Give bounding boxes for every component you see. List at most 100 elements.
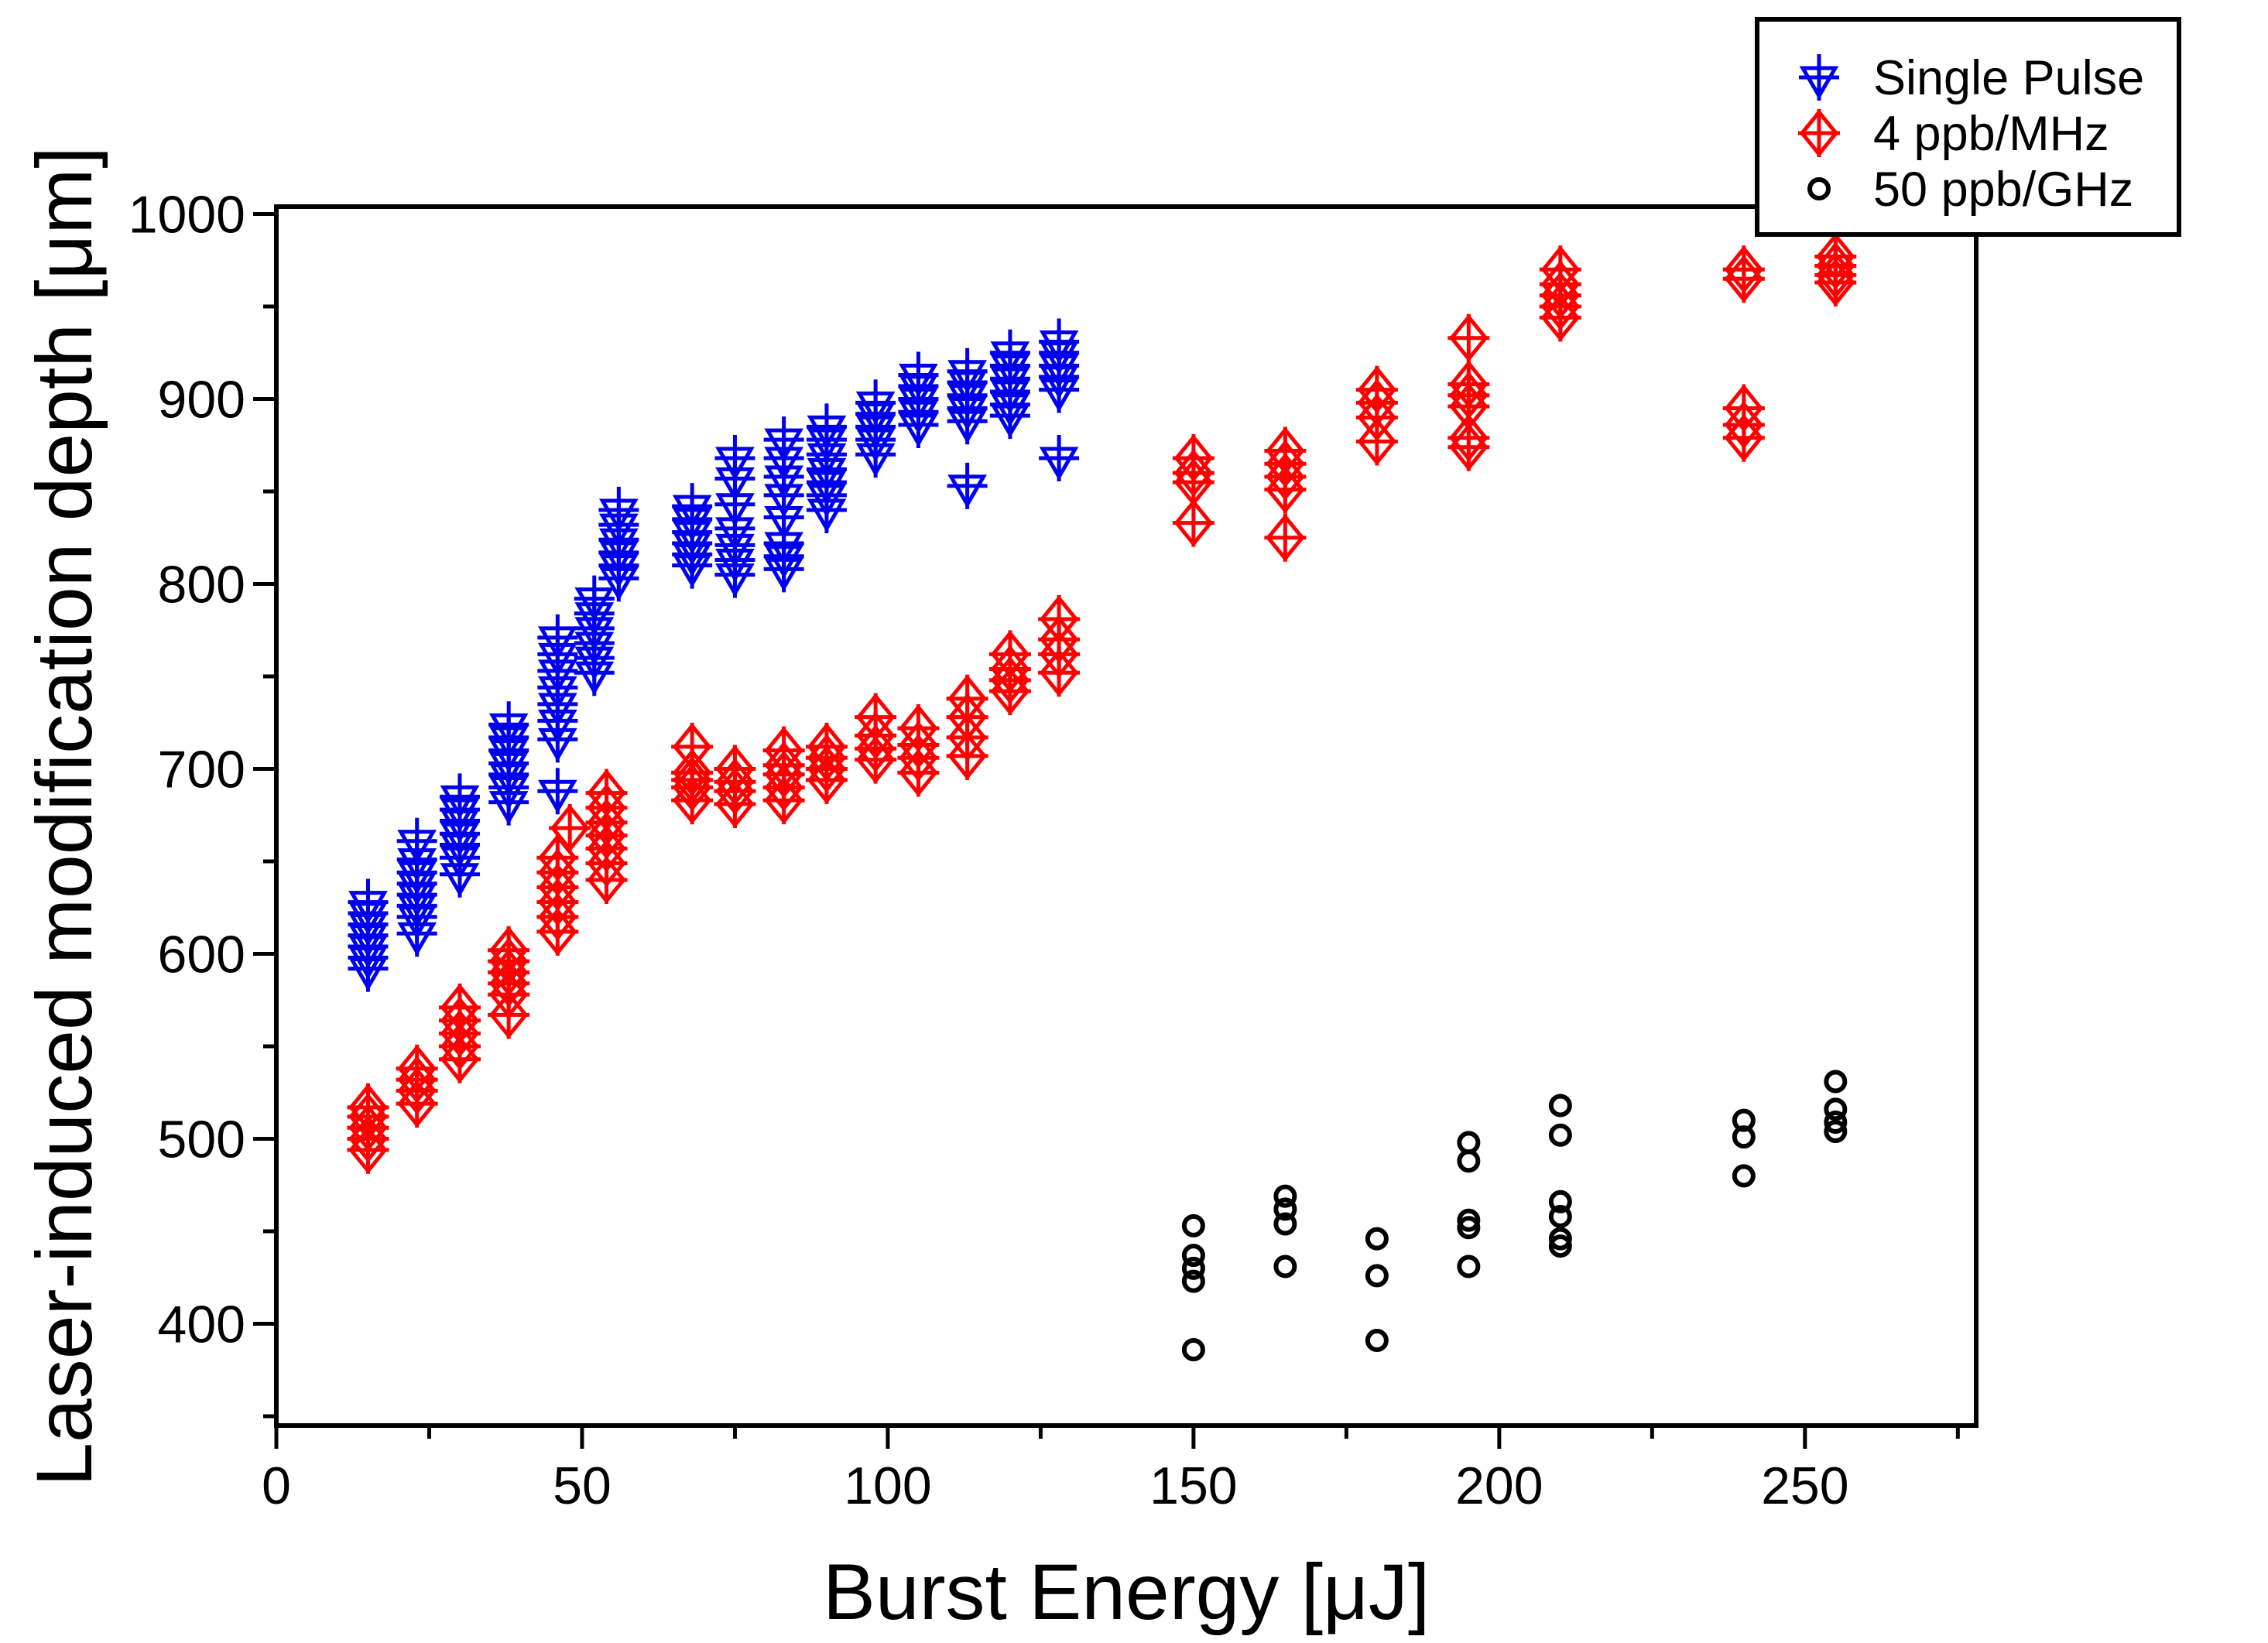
data-point-diamond-plus (396, 1044, 438, 1093)
data-point-circle (1824, 1119, 1848, 1143)
data-point-diamond-plus (1172, 498, 1215, 547)
y-tick-label: 900 (158, 371, 245, 430)
data-point-diamond-plus (988, 630, 1031, 679)
series-single-pulse (348, 318, 1080, 992)
x-tick-label: 150 (1149, 1456, 1237, 1515)
data-point-diamond-plus (549, 804, 591, 853)
data-point-circle (1548, 1204, 1572, 1228)
data-point-triangle-down-plus (348, 878, 389, 926)
data-point-circle (1181, 1213, 1205, 1237)
series-4-ppb-mhz (347, 232, 1857, 1174)
x-tick-label: 0 (262, 1456, 291, 1515)
data-point-triangle-down-plus (672, 483, 713, 530)
data-point-triangle-down-plus (439, 773, 480, 820)
data-point-circle (1273, 1212, 1297, 1236)
data-point-circle (1732, 1164, 1756, 1188)
x-tick-label: 100 (844, 1456, 931, 1515)
data-point-triangle-down-plus (714, 435, 755, 482)
data-point-circle (1365, 1227, 1389, 1251)
data-point-diamond-plus (1814, 232, 1857, 281)
data-point-triangle-down-plus (898, 351, 939, 399)
data-point-diamond-plus (1722, 384, 1765, 433)
y-tick-label: 600 (158, 926, 245, 984)
data-point-triangle-down-plus (396, 817, 437, 864)
data-point-circle (1548, 1094, 1572, 1118)
y-axis-title: Laser-induced modification depth [μm] (20, 146, 108, 1486)
data-point-diamond-plus (1038, 594, 1081, 643)
data-point-triangle-down-plus (947, 462, 988, 509)
data-point-diamond-plus (1355, 365, 1398, 414)
data-point-diamond-plus (1447, 360, 1490, 409)
data-point-diamond-plus (897, 703, 940, 752)
data-point-circle (1824, 1097, 1848, 1121)
legend-item-single-pulse: Single Pulse (1799, 51, 2144, 105)
x-tick-label: 200 (1455, 1456, 1543, 1515)
data-point-diamond-plus (1172, 434, 1215, 483)
legend-item-50-ppb-ghz: 50 ppb/GHz (1807, 163, 2133, 217)
series-50-ppb-ghz (1181, 1070, 1848, 1362)
data-point-diamond-plus (1539, 245, 1581, 294)
data-point-triangle-down-plus (806, 403, 847, 450)
data-point-diamond-plus (1722, 245, 1765, 294)
data-point-circle (1457, 1208, 1481, 1232)
data-point-triangle-down-plus (537, 768, 578, 815)
legend-label: 50 ppb/GHz (1873, 163, 2133, 217)
data-point-triangle-down-plus (537, 614, 578, 661)
data-point-diamond-plus (438, 983, 481, 1032)
data-point-triangle-down-plus (763, 416, 804, 464)
y-tick-label: 800 (158, 556, 245, 614)
data-point-triangle-down-plus (989, 329, 1030, 376)
data-point-circle (1181, 1256, 1205, 1280)
data-point-circle (1457, 1131, 1481, 1155)
y-tick-label: 700 (158, 741, 245, 799)
data-point-triangle-down-plus (574, 575, 615, 622)
data-point-circle (1732, 1108, 1756, 1132)
data-point-triangle-down-plus (1039, 435, 1080, 482)
data-point-diamond-plus (714, 744, 756, 793)
legend-marker-triangle-down-plus (1799, 54, 1839, 101)
plot-frame (274, 204, 1979, 1428)
data-point-diamond-plus (762, 726, 805, 775)
data-point-circle (1273, 1197, 1297, 1221)
data-series-layer (347, 232, 1857, 1362)
x-axis-title: Burst Energy [μJ] (823, 1548, 1430, 1636)
data-point-diamond-plus (1264, 426, 1307, 475)
data-point-diamond-plus (585, 768, 628, 817)
data-point-circle (1457, 1216, 1481, 1240)
legend-item-4-ppb-mhz: 4 ppb/MHz (1798, 107, 2109, 161)
x-tick-label: 50 (553, 1456, 612, 1515)
data-point-circle (1548, 1189, 1572, 1213)
data-point-triangle-down-plus (1039, 318, 1080, 365)
data-point-diamond-plus (671, 722, 714, 771)
data-point-circle (1457, 1149, 1481, 1173)
y-tick-label: 1000 (128, 186, 245, 245)
y-tick-label: 400 (158, 1296, 245, 1354)
data-point-circle (1548, 1227, 1572, 1251)
legend-marker-diamond-plus (1798, 109, 1840, 157)
legend-box (1755, 17, 2181, 237)
axis-tick-labels: 0 50 100 150 200 250 400 500 600 700 800 900 1000 (128, 186, 1849, 1515)
data-point-diamond-plus (488, 926, 530, 974)
data-point-circle (1548, 1123, 1572, 1147)
data-point-circle (1824, 1111, 1848, 1135)
data-point-circle (1365, 1329, 1389, 1353)
data-point-triangle-down-plus (598, 486, 639, 533)
data-point-diamond-plus (946, 674, 988, 723)
data-point-diamond-plus (1264, 513, 1307, 562)
data-point-circle (1273, 1254, 1297, 1278)
data-point-triangle-down-plus (947, 347, 988, 395)
data-point-diamond-plus (855, 693, 897, 741)
data-point-circle (1181, 1269, 1205, 1293)
data-point-circle (1548, 1234, 1572, 1258)
data-point-circle (1273, 1184, 1297, 1208)
data-point-circle (1365, 1264, 1389, 1288)
data-point-triangle-down-plus (855, 379, 896, 426)
legend-label: 4 ppb/MHz (1873, 107, 2109, 161)
legend-marker-circle (1807, 177, 1831, 200)
data-point-diamond-plus (1447, 313, 1490, 362)
data-point-circle (1181, 1244, 1205, 1268)
